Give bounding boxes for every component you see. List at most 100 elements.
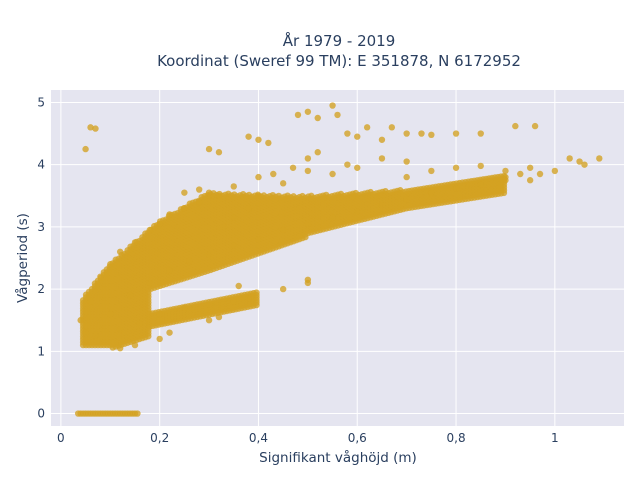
data-point <box>581 161 588 168</box>
data-point <box>294 111 302 119</box>
data-point <box>279 226 287 234</box>
data-point <box>186 257 193 265</box>
chart-title: År 1979 - 2019 <box>283 31 396 50</box>
data-point <box>82 329 89 336</box>
data-point <box>230 214 237 221</box>
data-point <box>220 223 228 231</box>
x-tick-label: 0,2 <box>150 431 169 445</box>
data-point <box>270 170 277 178</box>
data-point <box>304 220 312 227</box>
data-point <box>265 139 272 147</box>
data-point <box>576 158 583 165</box>
data-point <box>502 167 509 175</box>
data-point <box>536 170 544 178</box>
data-point <box>531 122 539 130</box>
data-point <box>566 155 573 162</box>
data-point <box>205 145 213 153</box>
data-point <box>107 310 114 318</box>
data-point <box>230 183 237 190</box>
chart-subtitle: Koordinat (Sweref 99 TM): E 351878, N 61… <box>157 52 521 70</box>
data-point <box>195 186 203 193</box>
data-point <box>596 155 603 162</box>
y-tick-label: 2 <box>37 282 45 296</box>
data-point <box>255 173 262 181</box>
data-point <box>279 285 287 293</box>
data-point <box>354 164 361 171</box>
data-point <box>77 317 84 324</box>
data-point <box>378 136 386 143</box>
data-point <box>146 226 153 234</box>
data-point <box>289 164 297 171</box>
data-point <box>551 167 559 175</box>
data-point <box>181 205 188 212</box>
y-tick-label: 4 <box>37 158 45 172</box>
data-point <box>512 122 519 130</box>
y-tick-label: 0 <box>37 407 45 421</box>
y-axis-ticks: 0 1 2 3 4 5 <box>37 95 45 420</box>
data-point <box>304 276 312 283</box>
data-point <box>205 317 213 324</box>
x-axis-ticks: 0 0,2 0,4 0,6 0,8 1 <box>57 431 559 445</box>
data-point <box>477 130 484 137</box>
data-point <box>126 292 134 299</box>
x-tick-label: 0,4 <box>249 431 268 445</box>
data-point <box>245 205 252 212</box>
gridlines <box>51 90 624 426</box>
data-point <box>452 164 460 171</box>
data-point <box>304 108 312 115</box>
data-point <box>502 173 509 181</box>
data-point <box>136 320 144 327</box>
data-point <box>378 155 386 162</box>
data-point <box>403 173 410 181</box>
data-point <box>116 248 124 255</box>
data-point <box>344 161 351 168</box>
data-point <box>255 136 262 143</box>
data-point <box>354 208 361 215</box>
data-point <box>107 261 114 268</box>
data-point <box>215 149 223 156</box>
data-point <box>428 189 435 196</box>
data-point <box>131 341 139 349</box>
y-tick-label: 3 <box>37 220 45 234</box>
data-point <box>205 189 213 196</box>
data-point <box>526 164 534 171</box>
data-point <box>166 267 173 274</box>
data-point <box>181 189 188 196</box>
data-point <box>92 125 99 132</box>
data-point <box>166 211 173 218</box>
data-point <box>452 130 460 137</box>
data-point <box>388 124 396 131</box>
data-point <box>403 195 410 203</box>
data-point <box>215 313 223 321</box>
data-point <box>215 192 223 199</box>
data-point <box>205 251 213 259</box>
data-point <box>334 111 341 119</box>
data-point <box>452 185 460 192</box>
y-tick-label: 5 <box>37 95 45 109</box>
data-point <box>87 298 94 305</box>
data-point <box>230 242 237 249</box>
data-point <box>428 167 435 175</box>
data-point <box>195 198 203 206</box>
data-point <box>235 282 242 290</box>
data-point <box>131 239 139 246</box>
data-point <box>181 304 188 311</box>
data-point <box>134 410 141 417</box>
data-point <box>97 273 104 280</box>
data-point <box>156 220 163 227</box>
data-point <box>329 102 336 109</box>
data-point <box>403 158 410 165</box>
data-point <box>245 295 252 302</box>
data-point <box>279 180 287 187</box>
data-point <box>92 332 99 339</box>
data-point <box>477 181 484 188</box>
data-point <box>517 170 524 178</box>
data-point <box>205 301 213 308</box>
data-point <box>146 279 153 287</box>
data-point <box>329 214 336 221</box>
data-point <box>304 167 312 175</box>
data-point <box>418 130 425 137</box>
x-tick-label: 0,6 <box>348 431 367 445</box>
data-point <box>116 326 124 333</box>
